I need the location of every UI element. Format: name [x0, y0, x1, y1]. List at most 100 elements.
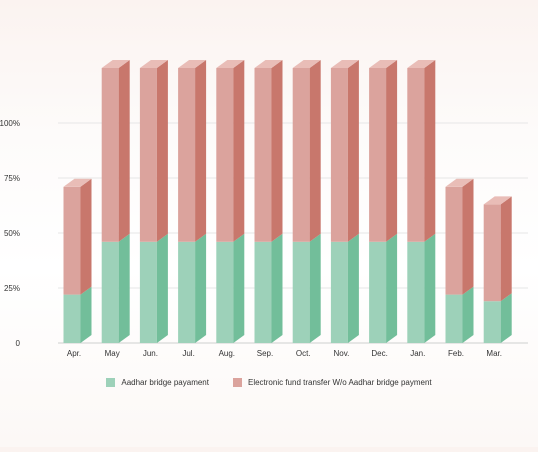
bar-front: [407, 68, 425, 242]
bar-segment: [101, 233, 130, 343]
bar-segment: [139, 233, 168, 343]
x-tick-label: Jun.: [143, 349, 158, 358]
bar-front: [178, 68, 196, 242]
bar-segment: [407, 60, 436, 242]
bar-front: [330, 241, 348, 343]
bar-top: [483, 196, 512, 205]
bar-side: [233, 60, 245, 242]
bar-side: [309, 233, 321, 343]
bar-top: [445, 178, 474, 187]
bar-side: [271, 233, 283, 343]
bar-segment: [101, 60, 130, 242]
y-axis: 0 25% 50% 75% 100%: [0, 119, 21, 348]
bar-top: [369, 60, 398, 68]
bar-front: [483, 301, 501, 343]
bar-side: [80, 178, 92, 295]
bar-side: [462, 178, 474, 295]
bar-side: [462, 286, 474, 343]
bar-top: [63, 178, 92, 187]
bar-side: [424, 233, 436, 343]
bar-front: [254, 68, 272, 242]
bar-segment: [63, 286, 92, 343]
y-tick-label: 100%: [0, 119, 20, 128]
bar-front: [445, 186, 463, 295]
bar-front: [101, 241, 119, 343]
bar-top: [216, 60, 245, 68]
bar-front: [101, 68, 119, 242]
bar-side: [156, 233, 168, 343]
bar-segment: [63, 178, 92, 295]
bar-segment: [292, 233, 321, 343]
bar-side: [195, 60, 207, 242]
bar-top: [330, 60, 359, 68]
x-tick-label: Oct.: [296, 349, 311, 358]
x-tick-label: Feb.: [448, 349, 464, 358]
x-tick-label: Dec.: [371, 349, 387, 358]
bar-top: [407, 60, 436, 68]
x-tick-label: Jul.: [182, 349, 194, 358]
bar-front: [216, 68, 234, 242]
bar-segment: [139, 60, 168, 242]
bar-side: [500, 196, 512, 302]
bars: [63, 60, 512, 343]
bar-side: [347, 60, 359, 242]
bar-side: [80, 286, 92, 343]
bar-front: [292, 241, 310, 343]
y-tick-label: 50%: [4, 229, 20, 238]
bar-front: [178, 241, 196, 343]
x-tick-label: Nov.: [333, 349, 349, 358]
bar-front: [407, 241, 425, 343]
bar-front: [63, 294, 81, 343]
bar-segment: [369, 60, 398, 242]
y-tick-label: 25%: [4, 284, 20, 293]
y-tick-label: 75%: [4, 174, 20, 183]
bar-front: [139, 68, 157, 242]
x-tick-label: Mar.: [486, 349, 502, 358]
bar-segment: [369, 233, 398, 343]
bar-segment: [407, 233, 436, 343]
bar-front: [63, 186, 81, 295]
bar-segment: [445, 178, 474, 295]
x-tick-label: Jan.: [410, 349, 425, 358]
bar-top: [254, 60, 283, 68]
legend-swatch-eft: [232, 378, 242, 387]
bar-side: [195, 233, 207, 343]
bar-front: [369, 68, 387, 242]
bar-side: [347, 233, 359, 343]
x-tick-label: Apr.: [67, 349, 81, 358]
bar-side: [424, 60, 436, 242]
bar-segment: [483, 196, 512, 302]
bar-top: [139, 60, 168, 68]
bar-front: [216, 241, 234, 343]
bar-segment: [216, 233, 245, 343]
bar-segment: [178, 233, 207, 343]
bar-segment: [292, 60, 321, 242]
bar-front: [483, 204, 501, 302]
bar-segment: [254, 60, 283, 242]
bar-segment: [330, 60, 359, 242]
legend-item-eft[interactable]: Electronic fund transfer W/o Aadhar brid…: [232, 378, 432, 387]
bar-top: [292, 60, 321, 68]
legend-swatch-aadhar: [106, 378, 116, 387]
bar-side: [500, 293, 512, 343]
bar-front: [139, 241, 157, 343]
bar-segment: [330, 233, 359, 343]
bar-front: [254, 241, 272, 343]
bar-side: [386, 233, 398, 343]
bar-side: [386, 60, 398, 242]
bar-segment: [216, 60, 245, 242]
x-tick-label: Sep.: [257, 349, 273, 358]
legend-item-aadhar[interactable]: Aadhar bridge payament: [106, 378, 209, 387]
legend-label-eft: Electronic fund transfer W/o Aadhar brid…: [247, 378, 432, 387]
bar-top: [178, 60, 207, 68]
bar-top: [101, 60, 130, 68]
x-tick-label: May: [105, 349, 120, 358]
bar-segment: [445, 286, 474, 343]
bar-front: [292, 68, 310, 242]
bar-side: [271, 60, 283, 242]
bar-segment: [178, 60, 207, 242]
bar-front: [330, 68, 348, 242]
y-tick-label: 0: [16, 339, 21, 348]
